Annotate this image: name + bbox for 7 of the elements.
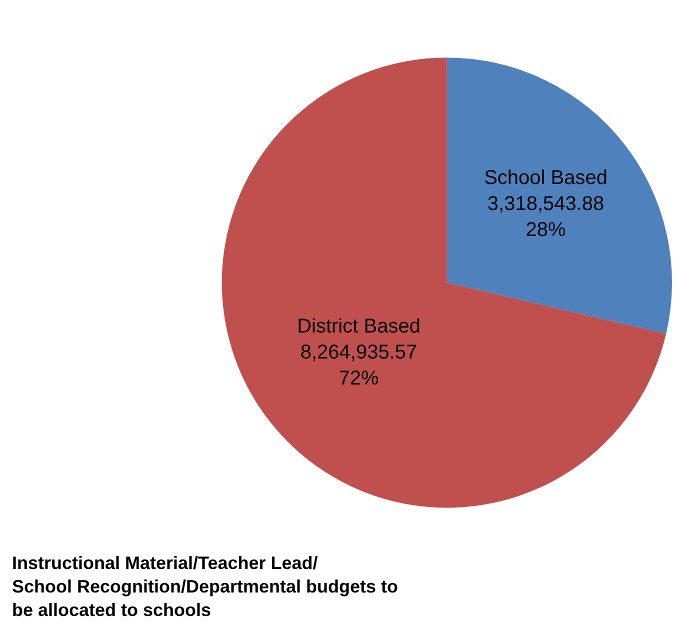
text: Instructional Material/Teacher Lead/ School Recognition/Departmental budgets to be allocated to schools	[12, 553, 398, 620]
data-label: 3,318,543.88 28%	[487, 193, 604, 242]
slice-label: School Based	[484, 167, 608, 190]
pie-slice	[446, 58, 672, 334]
slice-label: District Based	[297, 316, 420, 338]
pie-slice	[222, 58, 666, 508]
data-label: 8,264,935.57 72%	[300, 342, 418, 390]
